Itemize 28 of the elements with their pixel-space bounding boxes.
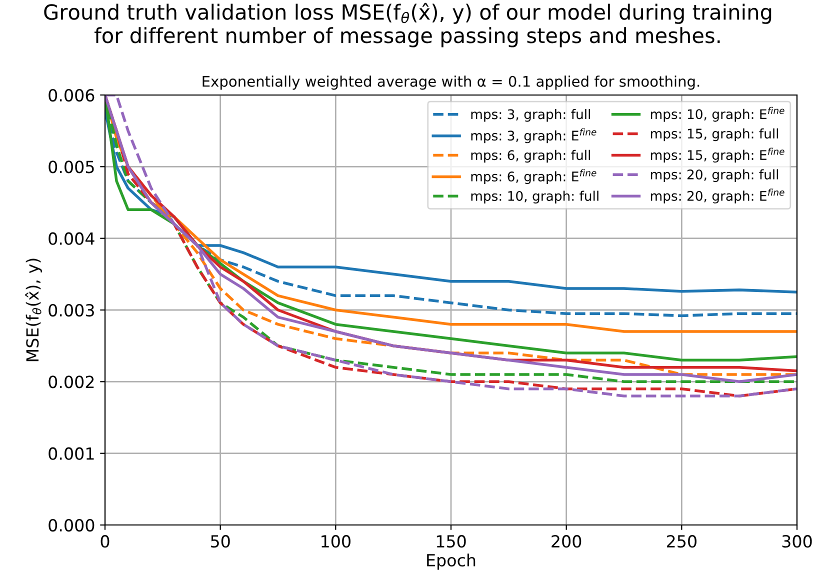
x-axis-title: Epoch <box>427 554 476 570</box>
legend-label: mps: 6, graph: full <box>471 150 590 163</box>
legend-label: mps: 15, graph: full <box>650 128 778 142</box>
y-axis-title: MSE(f$_{θ}$(x̂), y) <box>25 258 42 362</box>
x-tick-label: 300 <box>782 535 812 548</box>
legend-label: mps: 3, graph: E$^{fine}$ <box>471 128 596 144</box>
x-tick-label: 0 <box>100 535 110 548</box>
y-tick-label: 0.001 <box>48 447 94 460</box>
legend-label: mps: 20, graph: full <box>650 169 778 182</box>
x-tick-label: 100 <box>322 535 350 548</box>
legend-label: mps: 3, graph: full <box>471 108 590 122</box>
x-tick-label: 200 <box>552 535 582 548</box>
legend-label: mps: 10, graph: full <box>471 190 598 204</box>
y-tick-label: 0.003 <box>48 304 94 317</box>
y-tick-label: 0.004 <box>48 232 94 245</box>
legend-label: mps: 15, graph: E$^{fine}$ <box>650 148 784 163</box>
y-tick-label: 0.005 <box>48 160 94 174</box>
y-tick-label: 0.000 <box>48 518 94 532</box>
x-tick-label: 250 <box>666 535 696 548</box>
x-tick-label: 50 <box>211 535 230 548</box>
legend-label: mps: 20, graph: E$^{fine}$ <box>650 188 784 204</box>
x-tick-label: 150 <box>436 535 466 548</box>
legend-label: mps: 10, graph: E$^{fine}$ <box>650 106 784 122</box>
legend-label: mps: 6, graph: E$^{fine}$ <box>471 169 596 184</box>
y-tick-label: 0.002 <box>48 376 94 388</box>
y-tick-label: 0.006 <box>48 88 94 102</box>
chart-subtitle: Exponentially weighted average with α = 0.1 applied for smoothing. <box>202 76 700 90</box>
chart-title: Ground truth validation loss MSE(f$_{θ}$(x̂), y) of our model during training for different number of message passing steps and meshes. <box>44 2 772 48</box>
